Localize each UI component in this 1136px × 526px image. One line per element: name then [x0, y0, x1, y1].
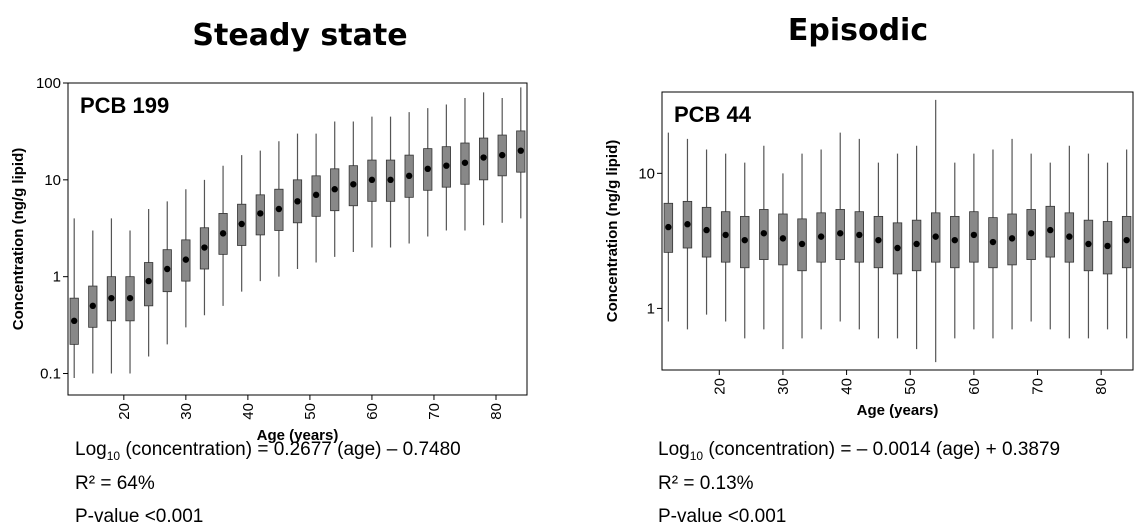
median-dot — [913, 240, 920, 248]
median-dot — [894, 244, 901, 252]
plot-frame — [661, 91, 1134, 371]
median-dot — [703, 226, 710, 234]
median-dot — [498, 151, 506, 159]
y-tick-label: 100 — [36, 75, 61, 92]
median-dot — [989, 238, 997, 246]
x-tick-label: 30 — [178, 403, 195, 420]
median-dot — [294, 198, 301, 205]
median-dot — [951, 236, 958, 244]
median-dot — [443, 162, 450, 169]
x-tick-label: 20 — [711, 378, 728, 395]
median-dot — [517, 147, 524, 154]
median-dot — [779, 235, 787, 242]
equation-sub: 10 — [107, 449, 121, 463]
median-dot — [1008, 235, 1016, 242]
median-dot — [108, 294, 115, 302]
r-squared: R² = 0.13% — [658, 473, 754, 494]
chart-title: Episodic — [788, 13, 928, 48]
median-dot — [126, 294, 134, 302]
equation-lhs: Log — [75, 439, 107, 460]
x-tick-label: 50 — [302, 403, 319, 420]
median-dot — [932, 233, 939, 240]
x-tick-label: 80 — [1093, 378, 1110, 395]
median-dot — [238, 220, 245, 228]
equation-lhs: Log — [658, 439, 690, 460]
panel-label: PCB 199 — [80, 93, 169, 118]
x-tick-label: 40 — [240, 403, 257, 420]
median-dot — [1027, 230, 1035, 237]
median-dot — [1066, 233, 1073, 240]
median-dot — [665, 223, 672, 231]
median-dot — [970, 231, 978, 239]
equation-sub: 10 — [690, 449, 704, 463]
median-dot — [480, 154, 487, 161]
y-axis-label: Concentration (ng/g lipid) — [604, 140, 621, 322]
x-axis-label: Age (years) — [857, 402, 939, 419]
median-dot — [722, 231, 729, 239]
median-dot — [312, 191, 320, 199]
median-dot — [257, 210, 264, 217]
median-dot — [1047, 226, 1054, 234]
median-dot — [817, 233, 825, 240]
x-tick-label: 50 — [902, 378, 919, 395]
median-dot — [405, 172, 413, 180]
median-dot — [89, 302, 97, 310]
x-tick-label: 40 — [839, 378, 856, 395]
median-dot — [798, 240, 806, 248]
median-dot — [875, 236, 882, 244]
median-dot — [1085, 240, 1092, 248]
y-tick-label: 10 — [44, 172, 61, 189]
median-dot — [387, 176, 394, 184]
y-tick-label: 0.1 — [40, 366, 61, 383]
x-tick-label: 60 — [966, 378, 983, 395]
median-dot — [350, 181, 357, 188]
p-value: P-value <0.001 — [658, 506, 786, 526]
equation-rhs: (concentration) = – 0.0014 (age) + 0.387… — [703, 439, 1060, 460]
median-dot — [837, 230, 844, 237]
x-axis-label: Age (years) — [257, 427, 339, 444]
median-dot — [219, 230, 227, 237]
y-tick-label: 1 — [647, 300, 655, 317]
p-value: P-value <0.001 — [75, 506, 203, 526]
median-dot — [856, 231, 863, 239]
median-dot — [424, 165, 431, 173]
median-dot — [201, 244, 208, 251]
r-squared: R² = 64% — [75, 473, 155, 494]
chart-title: Steady state — [192, 18, 407, 53]
x-tick-label: 70 — [1030, 378, 1047, 395]
equation: Log10 (concentration) = 0.2677 (age) – 0… — [75, 439, 461, 463]
median-dot — [182, 256, 190, 263]
x-tick-label: 80 — [488, 403, 505, 420]
median-dot — [164, 265, 171, 273]
x-tick-label: 70 — [426, 403, 443, 420]
median-dot — [741, 236, 748, 244]
median-dot — [368, 176, 376, 184]
median-dot — [760, 230, 768, 237]
y-tick-label: 1 — [53, 269, 61, 286]
median-dot — [145, 277, 152, 285]
panel-label: PCB 44 — [674, 102, 752, 127]
median-dot — [71, 317, 78, 325]
x-tick-label: 20 — [116, 403, 133, 420]
median-dot — [331, 186, 338, 193]
plot-frame — [67, 82, 528, 396]
y-tick-label: 10 — [638, 165, 655, 182]
y-axis-label: Concentration (ng/g lipid) — [10, 148, 27, 330]
median-dot — [1123, 236, 1130, 244]
x-tick-label: 60 — [364, 403, 381, 420]
median-dot — [1104, 242, 1111, 250]
x-tick-label: 30 — [775, 378, 792, 395]
median-dot — [461, 159, 469, 166]
equation-rhs: (concentration) = 0.2677 (age) – 0.7480 — [120, 439, 461, 460]
median-dot — [684, 221, 691, 228]
median-dot — [275, 205, 283, 213]
equation: Log10 (concentration) = – 0.0014 (age) +… — [658, 439, 1060, 463]
